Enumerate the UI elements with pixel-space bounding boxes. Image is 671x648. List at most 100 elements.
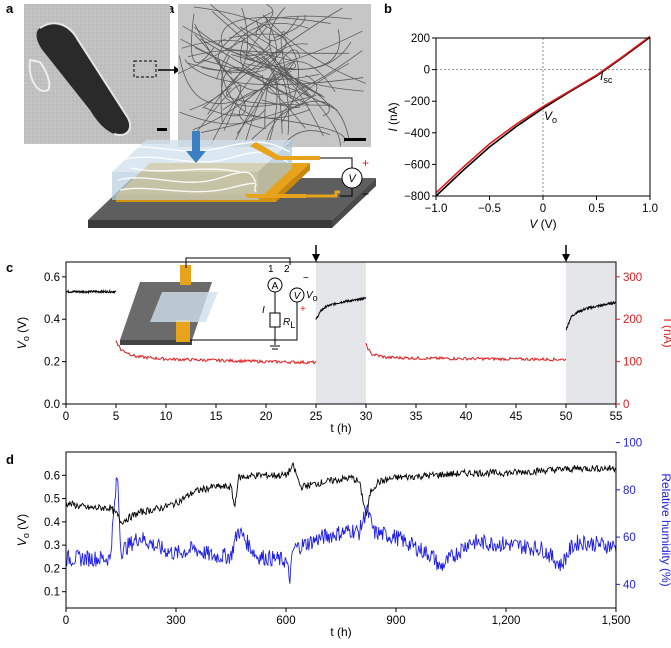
y-tick-label: 0.4: [44, 517, 61, 529]
inset-plus: +: [300, 304, 306, 315]
panel-label-c: c: [6, 260, 13, 275]
nanowire-strand: [194, 27, 272, 57]
y2-tick-label: 200: [623, 314, 642, 326]
event-arrow-head: [562, 254, 570, 262]
nanowire-strand: [177, 4, 274, 75]
x-axis-label: t (h): [330, 625, 351, 639]
y2-tick-label: 100: [623, 438, 642, 450]
switch-label-1: 1: [268, 264, 274, 275]
x-tick-label: 25: [310, 411, 323, 423]
inset-vo-label: Vo: [306, 290, 318, 303]
humidity-trace: [65, 477, 617, 584]
inset-minus: −: [303, 273, 309, 284]
voltmeter-label: V: [348, 173, 357, 185]
y-tick-label: −800: [404, 191, 430, 203]
y-tick-label: 0.6: [44, 272, 60, 284]
ammeter-label: A: [272, 281, 279, 292]
bacterium-micrograph: [24, 4, 170, 144]
nanowire-strand: [222, 89, 263, 135]
y-tick-label: 0.6: [44, 470, 60, 482]
x-tick-label: 0: [63, 411, 69, 423]
nanowire-strand: [219, 60, 311, 119]
x-tick-label: 40: [460, 411, 473, 423]
voltmeter-label: V: [294, 291, 302, 302]
x-tick-label: 35: [410, 411, 423, 423]
inset-substrate-edge: [120, 340, 192, 345]
x-axis-label: t (h): [330, 421, 351, 435]
inset-bottom-electrode: [176, 320, 190, 342]
x-tick-label: 10: [160, 411, 173, 423]
event-arrow-head: [312, 254, 320, 262]
x-tick-label: 0: [540, 203, 546, 215]
x-tick-label: 50: [560, 411, 573, 423]
x-tick-label: 15: [210, 411, 223, 423]
nanowire-strand: [251, 100, 350, 140]
y2-tick-label: 300: [623, 272, 642, 284]
nanowire-strand: [262, 14, 366, 84]
vo-trace: [315, 296, 367, 320]
illumination-shade: [316, 262, 366, 404]
x-tick-label: 0: [63, 615, 69, 627]
nanowire-strand: [225, 87, 331, 106]
panel-b: −1.0 −0.5 0 0.5 1.0 200 0 −200 −400 −600 −800 V (V)…: [386, 33, 658, 231]
y2-tick-label: 60: [623, 532, 636, 544]
nanowire-strand: [210, 43, 308, 146]
inset-wires: [274, 292, 298, 341]
x-tick-label: 5: [113, 411, 119, 423]
load-resistor-icon: [269, 312, 281, 328]
y2-tick-label: 40: [623, 579, 636, 591]
nanowire-strand: [220, 17, 331, 47]
current-label: I: [262, 305, 265, 316]
nanowire-strand: [182, 25, 352, 70]
panel-d: 0 300 600 900 1,200 1,500 0.1 0.2 0.3 0.4 0.5 0.6 40…: [15, 438, 671, 639]
panel-label-b: b: [384, 1, 392, 16]
panel-label-d: d: [6, 452, 14, 467]
nanowire-strand: [191, 13, 215, 63]
nanowire-strand: [235, 49, 301, 140]
inset-film: [150, 292, 218, 322]
panel-c: A V 1 2 I RL Vo − +0 5 10 15 20 25 30 35 40 45 50 55 0.0 0.2 0…: [15, 245, 671, 435]
nanowire-strand: [201, 74, 318, 133]
illumination-shade: [566, 262, 616, 404]
x-tick-label: 20: [260, 411, 273, 423]
y2-axis-label: Relative humidity (%): [659, 473, 671, 586]
nanowire-strand: [218, 38, 350, 54]
nanowire-strand: [216, 23, 309, 80]
x-tick-label: 1,500: [602, 615, 631, 627]
vo-trace: [65, 461, 617, 525]
y2-tick-label: 80: [623, 485, 636, 497]
plus-sign: +: [362, 156, 369, 170]
nanowire-strand: [240, 36, 320, 80]
x-tick-label: 0.5: [589, 203, 605, 215]
vo-trace: [565, 300, 617, 331]
isc-annotation: Isc: [600, 69, 613, 85]
y-tick-label: 200: [411, 33, 430, 45]
switch-label-2: 2: [284, 264, 290, 275]
x-axis-label: V (V): [529, 217, 556, 231]
current-trace: [115, 340, 317, 365]
nanowire-strand: [266, 63, 350, 143]
y2-axis-label: I (nA): [661, 318, 671, 347]
y-tick-label: −600: [404, 159, 430, 171]
x-tick-label: 600: [276, 615, 295, 627]
y-tick-label: 0.2: [44, 563, 60, 575]
iv-curve-1: [435, 35, 651, 194]
nanowire-strand: [181, 40, 290, 135]
x-tick-label: −1.0: [425, 203, 448, 215]
nanowire-strand: [193, 85, 242, 137]
y-tick-label: −200: [404, 96, 430, 108]
nanowire-strand: [194, 24, 297, 91]
minus-sign: −: [362, 187, 369, 201]
plot-frame: [65, 451, 617, 609]
x-tick-label: 55: [610, 411, 623, 423]
nanowire-network-micrograph: [177, 4, 371, 147]
y-axis-label: Vo (V): [15, 514, 31, 546]
nanowire-strand: [184, 59, 364, 86]
y2-tick-label: 100: [623, 357, 642, 369]
y-tick-label: 0.5: [44, 494, 60, 506]
load-label: RL: [283, 317, 295, 330]
y-axis-label: I (nA): [386, 102, 400, 131]
device-schematic: [88, 131, 376, 228]
x-tick-label: 30: [360, 411, 373, 423]
voltmeter-icon: [341, 167, 363, 189]
